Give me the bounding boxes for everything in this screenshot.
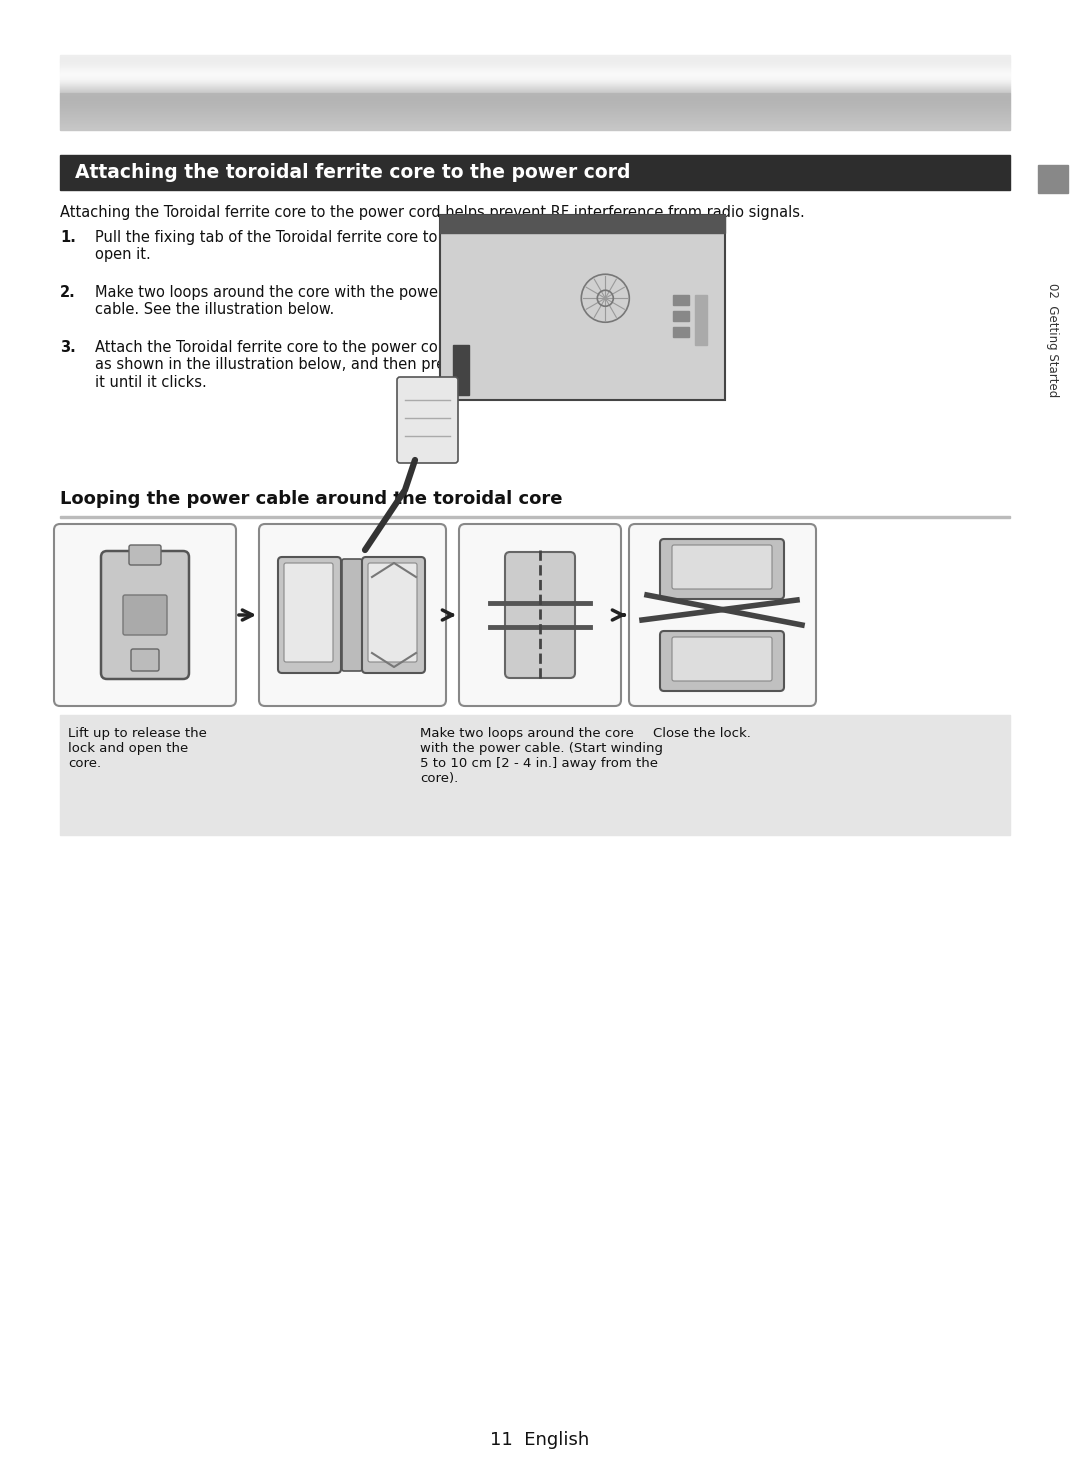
FancyBboxPatch shape	[368, 563, 417, 662]
Bar	[673, 312, 689, 321]
Text: 11  English: 11 English	[490, 1431, 590, 1449]
Text: Pull the fixing tab of the Toroidal ferrite core to
open it.: Pull the fixing tab of the Toroidal ferr…	[95, 230, 437, 263]
Text: Attach the Toroidal ferrite core to the power cord
as shown in the illustration : Attach the Toroidal ferrite core to the …	[95, 340, 461, 390]
Text: 3.: 3.	[60, 340, 76, 354]
FancyBboxPatch shape	[129, 545, 161, 566]
Bar	[696, 295, 707, 346]
Text: Looping the power cable around the toroidal core: Looping the power cable around the toroi…	[60, 490, 563, 508]
FancyBboxPatch shape	[123, 595, 167, 635]
Text: Attaching the toroidal ferrite core to the power cord: Attaching the toroidal ferrite core to t…	[75, 162, 631, 182]
FancyBboxPatch shape	[342, 558, 362, 671]
FancyBboxPatch shape	[284, 563, 333, 662]
Text: 2.: 2.	[60, 285, 76, 300]
Text: 02  Getting Started: 02 Getting Started	[1047, 284, 1059, 397]
Text: 1.: 1.	[60, 230, 76, 245]
FancyBboxPatch shape	[672, 545, 772, 589]
Bar	[1038, 165, 1068, 193]
FancyBboxPatch shape	[672, 637, 772, 681]
FancyBboxPatch shape	[459, 524, 621, 706]
FancyBboxPatch shape	[362, 557, 426, 674]
Text: Make two loops around the core with the power
cable. See the illustration below.: Make two loops around the core with the …	[95, 285, 444, 318]
FancyBboxPatch shape	[54, 524, 237, 706]
FancyBboxPatch shape	[102, 551, 189, 679]
Bar	[673, 326, 689, 337]
Bar	[60, 715, 1010, 835]
FancyBboxPatch shape	[259, 524, 446, 706]
Text: Close the lock.: Close the lock.	[653, 727, 751, 740]
FancyBboxPatch shape	[131, 648, 159, 671]
Bar	[60, 155, 1010, 191]
Bar	[60, 515, 1010, 517]
Text: Lift up to release the
lock and open the
core.: Lift up to release the lock and open the…	[68, 727, 207, 770]
FancyBboxPatch shape	[278, 557, 341, 674]
Bar	[440, 216, 725, 233]
Text: Make two loops around the core
with the power cable. (Start winding
5 to 10 cm [: Make two loops around the core with the …	[420, 727, 663, 784]
FancyBboxPatch shape	[505, 552, 575, 678]
FancyBboxPatch shape	[660, 539, 784, 600]
Text: Attaching the Toroidal ferrite core to the power cord helps prevent RF interfere: Attaching the Toroidal ferrite core to t…	[60, 205, 805, 220]
FancyBboxPatch shape	[660, 631, 784, 691]
Bar	[673, 295, 689, 304]
Bar	[453, 346, 469, 394]
FancyBboxPatch shape	[397, 377, 458, 462]
FancyBboxPatch shape	[629, 524, 816, 706]
FancyBboxPatch shape	[440, 216, 725, 400]
